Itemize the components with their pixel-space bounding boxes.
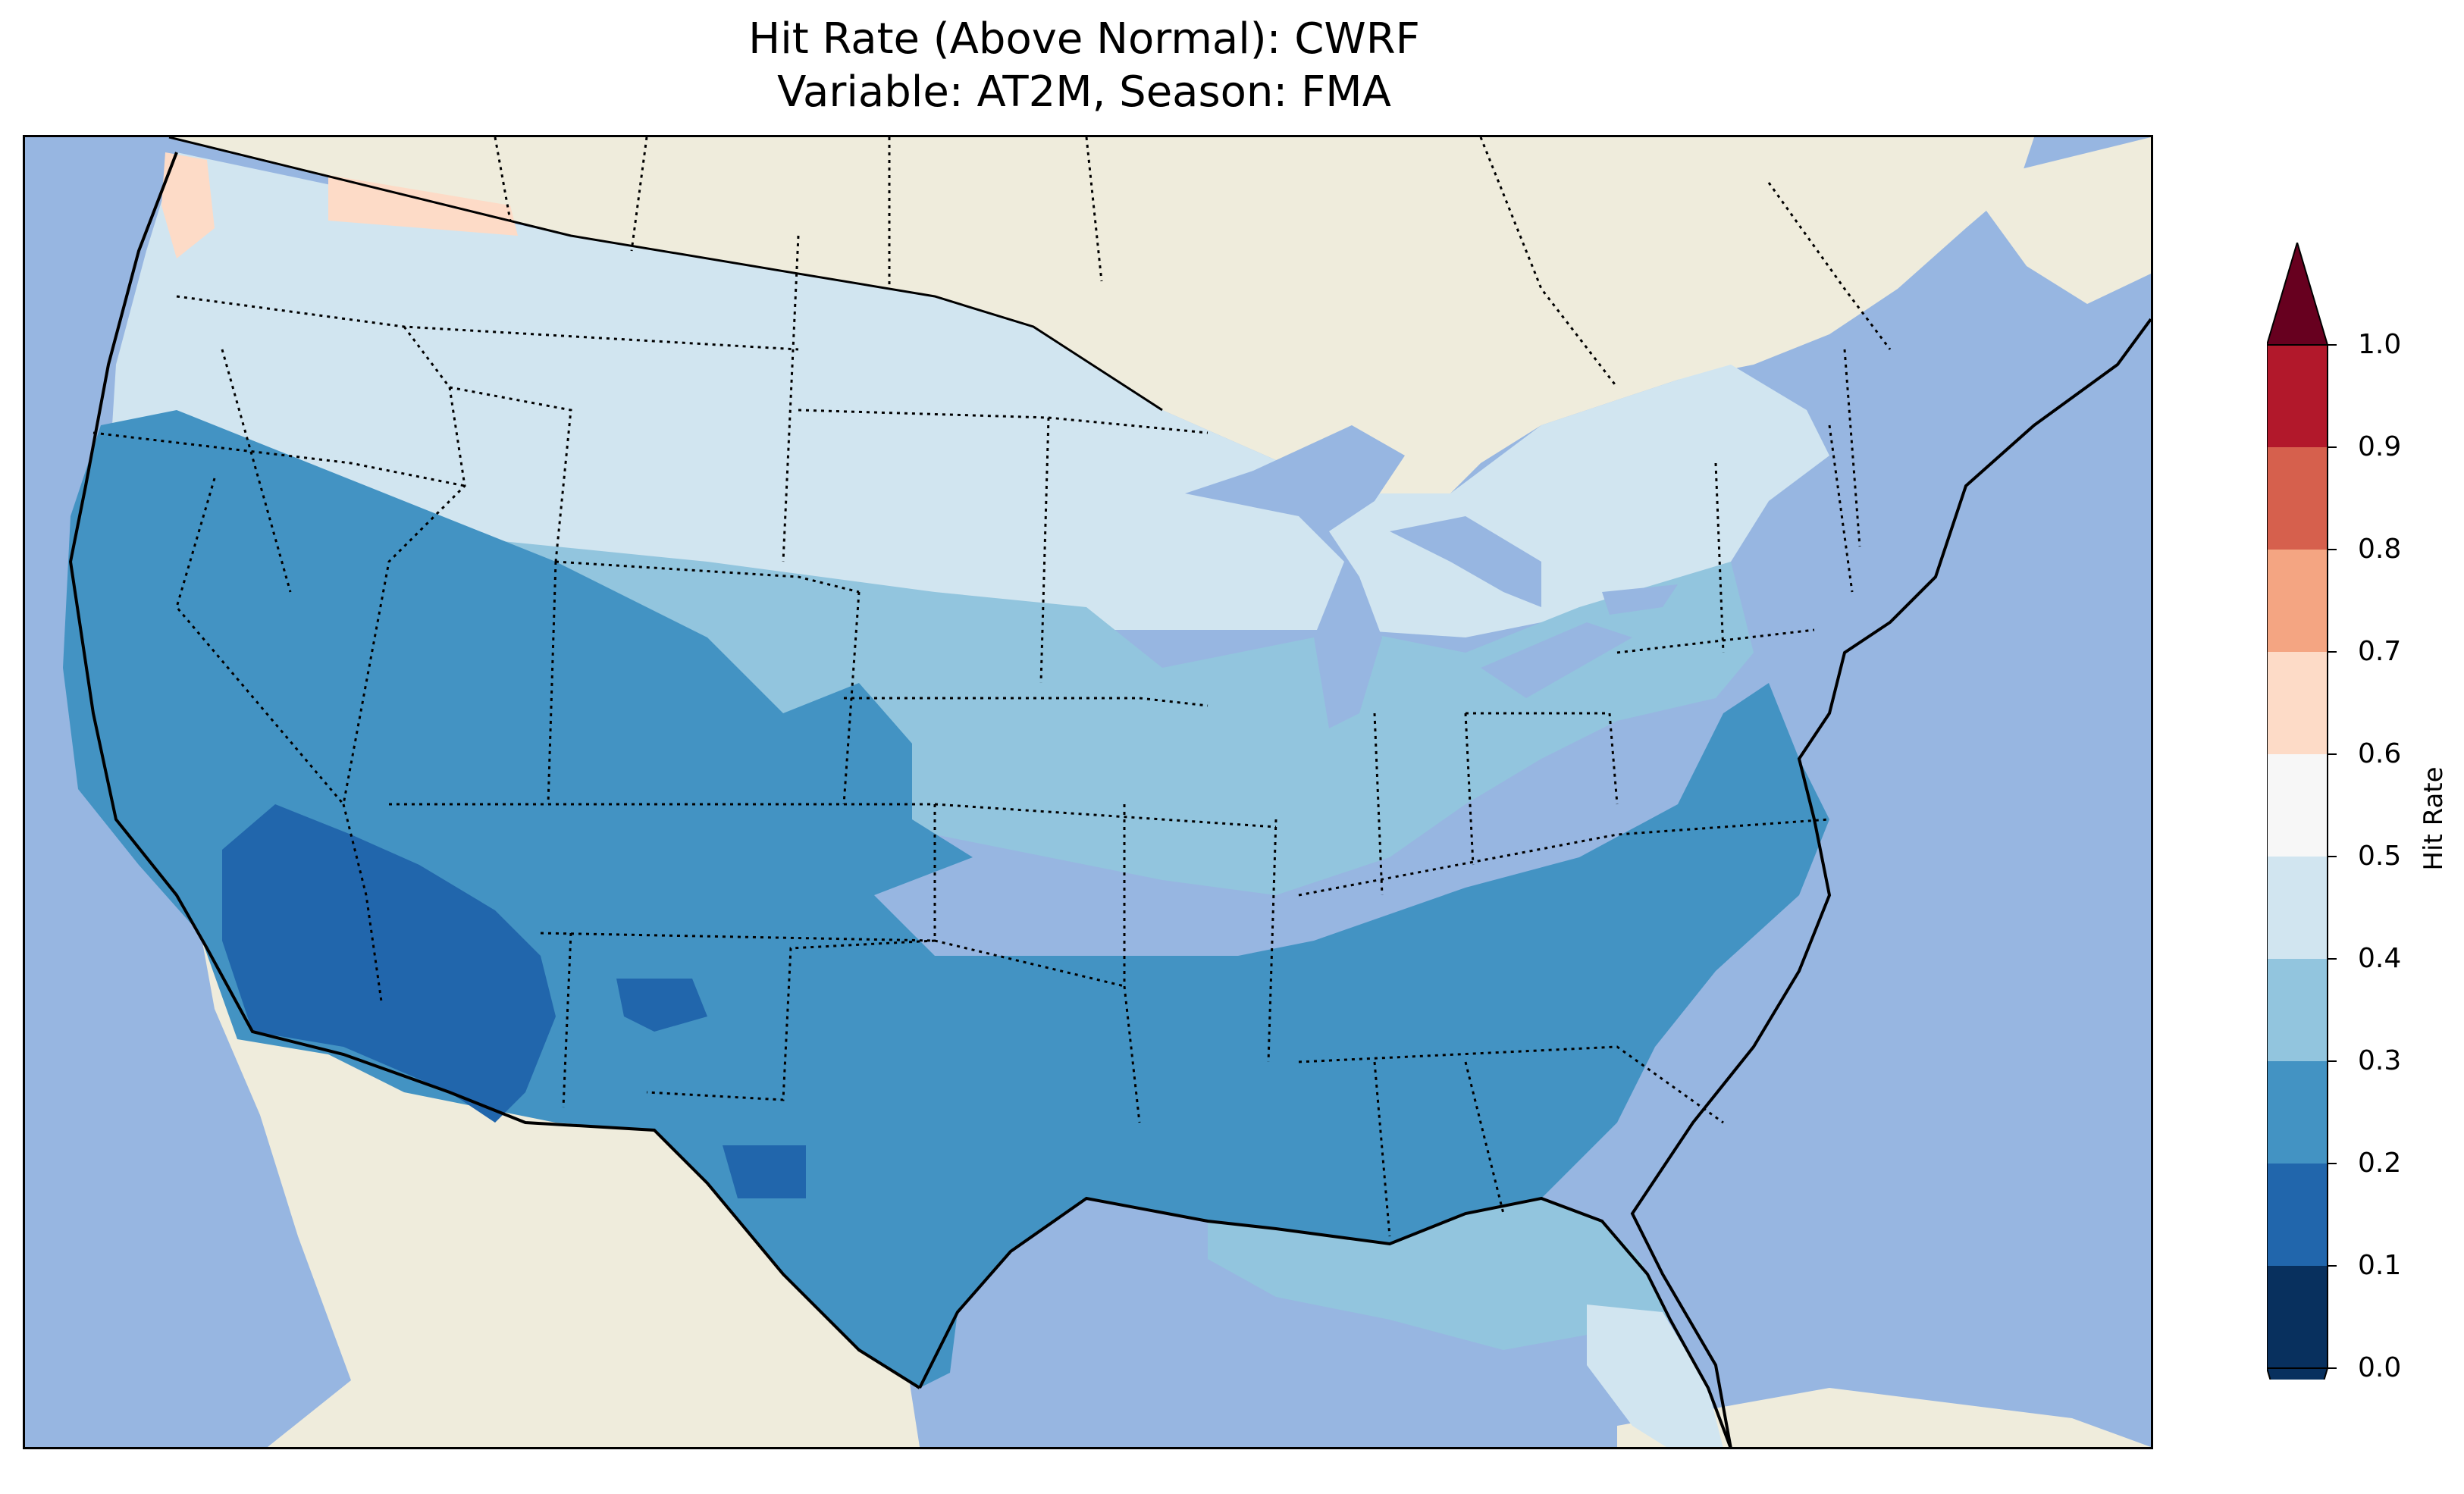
colorbar-band-0 <box>2267 1266 2328 1368</box>
region-north-light <box>108 152 1829 637</box>
colorbar-tick-label: 0.8 <box>2358 534 2402 565</box>
coastline <box>68 152 2151 1447</box>
colorbar-tick-label: 0.1 <box>2358 1250 2402 1281</box>
colorbar-band-2 <box>2267 1061 2328 1164</box>
colorbar-band-7 <box>2267 550 2328 652</box>
colorbar-tick-label: 0.9 <box>2358 431 2402 462</box>
region-west-0.2 <box>63 410 1829 1388</box>
colorbar-band-1 <box>2267 1164 2328 1266</box>
cuba-land <box>1617 1388 2151 1447</box>
colorbar-tick-label: 0.5 <box>2358 841 2402 872</box>
colorbar-band-9 <box>2267 345 2328 447</box>
colorbar-label: Hit Rate <box>2419 766 2449 871</box>
colorbar-tick-label: 0.0 <box>2358 1352 2402 1383</box>
colorbar-tick-label: 0.2 <box>2358 1148 2402 1179</box>
colorbar-tick-label: 0.7 <box>2358 636 2402 667</box>
canada-land <box>169 137 2034 493</box>
colorbar <box>2267 243 2337 1380</box>
chart-title-line-2: Variable: AT2M, Season: FMA <box>777 67 1391 117</box>
colorbar-band-5 <box>2267 754 2328 857</box>
map-panel <box>23 135 2153 1449</box>
colorbar-band-3 <box>2267 959 2328 1061</box>
colorbar-tick-label: 1.0 <box>2358 329 2402 360</box>
region-florida-0.4 <box>1587 1305 1723 1447</box>
colorbar-tick-label: 0.6 <box>2358 738 2402 769</box>
intl-border-north <box>168 137 1163 412</box>
colorbar-extend-max <box>2267 243 2329 346</box>
colorbar-band-4 <box>2267 857 2328 959</box>
colorbar-band-6 <box>2267 652 2328 754</box>
canada-province-borders <box>494 137 1892 388</box>
colorbar-extend-min <box>2267 1367 2329 1380</box>
state-borders <box>92 235 1861 1237</box>
canada-maritimes <box>1966 137 2151 304</box>
great-lakes <box>1185 425 1678 728</box>
chart-title-line-1: Hit Rate (Above Normal): CWRF <box>748 14 1420 64</box>
region-nw-0.5 <box>161 152 215 258</box>
region-southwest-0.1 <box>222 804 556 1123</box>
colorbar-band-8 <box>2267 447 2328 550</box>
colorbar-tick-label: 0.4 <box>2358 943 2402 974</box>
region-tx-patch <box>723 1145 806 1198</box>
colorbar-tick-label: 0.3 <box>2358 1045 2402 1076</box>
region-idaho-0.5 <box>328 175 518 236</box>
conus-map <box>63 137 2151 1447</box>
region-nm-patch <box>616 979 707 1032</box>
